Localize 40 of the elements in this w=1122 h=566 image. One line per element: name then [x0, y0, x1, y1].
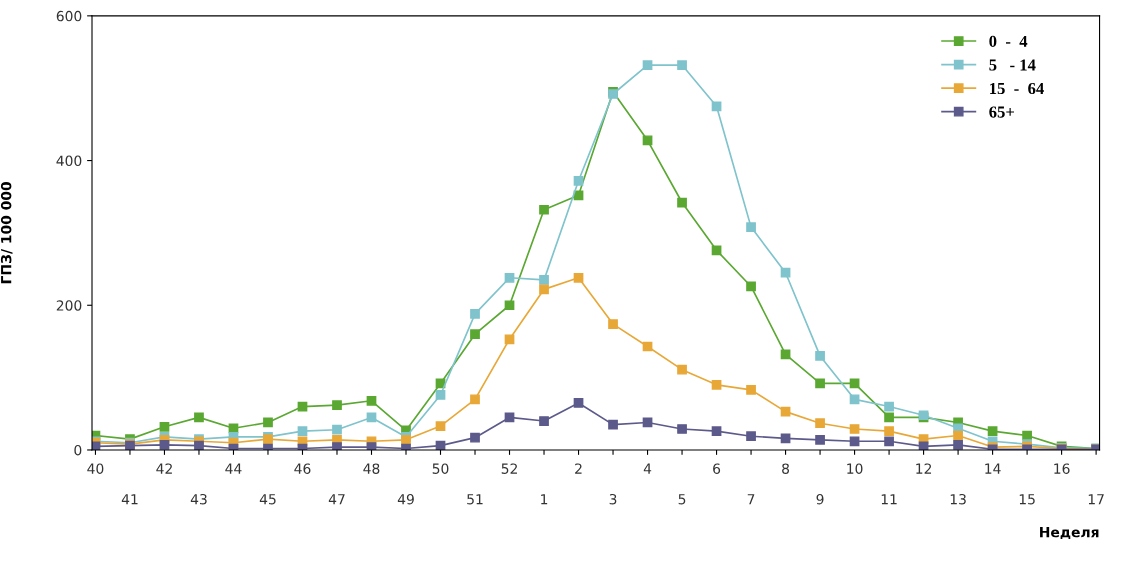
x-tick-label: 49: [397, 493, 414, 505]
x-tick-label: 10: [847, 463, 863, 474]
x-tick-label: 15: [1019, 494, 1035, 505]
legend-label: 15 - 64: [990, 82, 1044, 95]
x-tick-label: 52: [501, 463, 517, 474]
x-tick-label: 47: [328, 494, 345, 505]
x-tick-label: 13: [950, 493, 966, 505]
x-tick-label: 50: [432, 463, 449, 474]
x-tick-label: 48: [363, 463, 380, 474]
x-tick-label: 6: [713, 463, 721, 474]
x-tick-label: 51: [467, 494, 483, 505]
x-tick-label: 14: [985, 463, 1001, 474]
y-tick-label: 200: [56, 300, 82, 311]
y-tick-label: 600: [56, 10, 82, 22]
x-tick-label: 43: [190, 493, 207, 505]
x-tick-label: 2: [575, 463, 582, 474]
x-tick-label: 3: [609, 493, 617, 505]
y-tick-label: 0: [74, 444, 82, 456]
legend-label: 0 - 4: [989, 35, 1028, 48]
x-tick-label: 8: [782, 463, 790, 474]
x-tick-label: 16: [1054, 463, 1070, 474]
x-tick-label: 46: [294, 463, 311, 474]
x-tick-label: 44: [225, 463, 242, 474]
x-axis-title: Неделя: [1040, 527, 1099, 540]
legend-label: 65+: [989, 106, 1014, 118]
x-tick-label: 4: [643, 463, 652, 474]
x-tick-label: 40: [87, 463, 104, 474]
y-axis-title: ГПЗ/ 100 000: [0, 182, 13, 284]
x-tick-label: 45: [259, 494, 276, 505]
x-tick-label: 41: [121, 494, 138, 505]
x-tick-label: 11: [881, 494, 897, 505]
x-tick-label: 9: [816, 493, 824, 505]
x-tick-label: 1: [541, 494, 548, 505]
x-tick-label: 7: [747, 494, 755, 505]
x-tick-label: 42: [156, 463, 172, 474]
y-tick-label: 400: [56, 155, 82, 167]
legend-label: 5 - 14: [989, 59, 1036, 71]
x-tick-label: 5: [678, 494, 686, 505]
x-tick-label: 17: [1088, 494, 1104, 505]
x-tick-label: 12: [916, 463, 932, 474]
